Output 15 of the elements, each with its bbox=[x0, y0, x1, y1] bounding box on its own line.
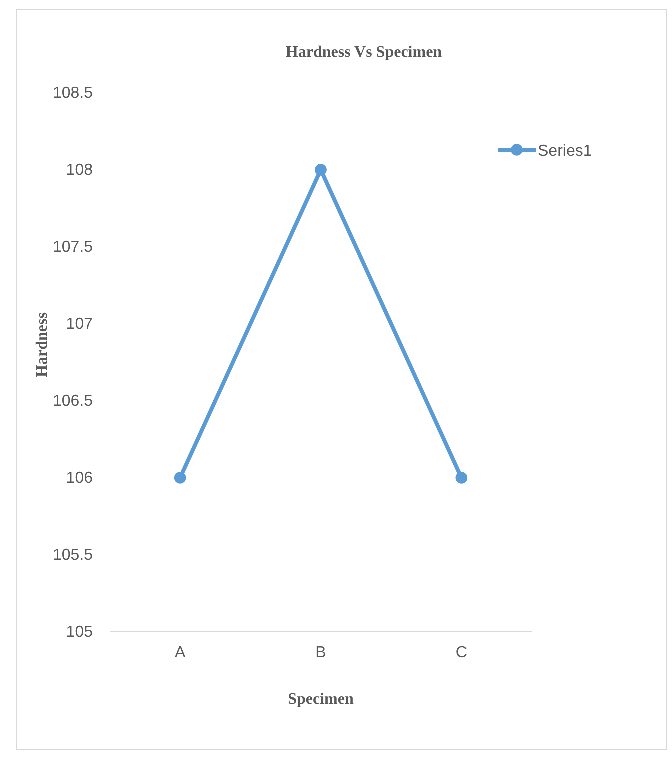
x-tick-label: B bbox=[316, 644, 326, 662]
y-tick-label: 107.5 bbox=[52, 239, 94, 256]
x-tick-label: C bbox=[456, 644, 468, 662]
y-tick-label: 106 bbox=[66, 470, 94, 488]
y-tick-label: 108.5 bbox=[52, 85, 94, 102]
y-tick-label: 105.5 bbox=[52, 547, 94, 564]
x-tick-label: A bbox=[174, 644, 186, 662]
y-axis-title: Hardness bbox=[34, 312, 51, 378]
x-axis-title: Specimen bbox=[288, 691, 354, 708]
y-tick-label: 105 bbox=[66, 624, 94, 642]
y-tick-label: 108 bbox=[66, 162, 94, 180]
y-tick-label: 107 bbox=[66, 316, 94, 334]
chart-title: Hardness Vs Specimen bbox=[286, 44, 442, 61]
legend-label: Series1 bbox=[538, 143, 592, 160]
y-tick-label: 106.5 bbox=[52, 393, 94, 410]
